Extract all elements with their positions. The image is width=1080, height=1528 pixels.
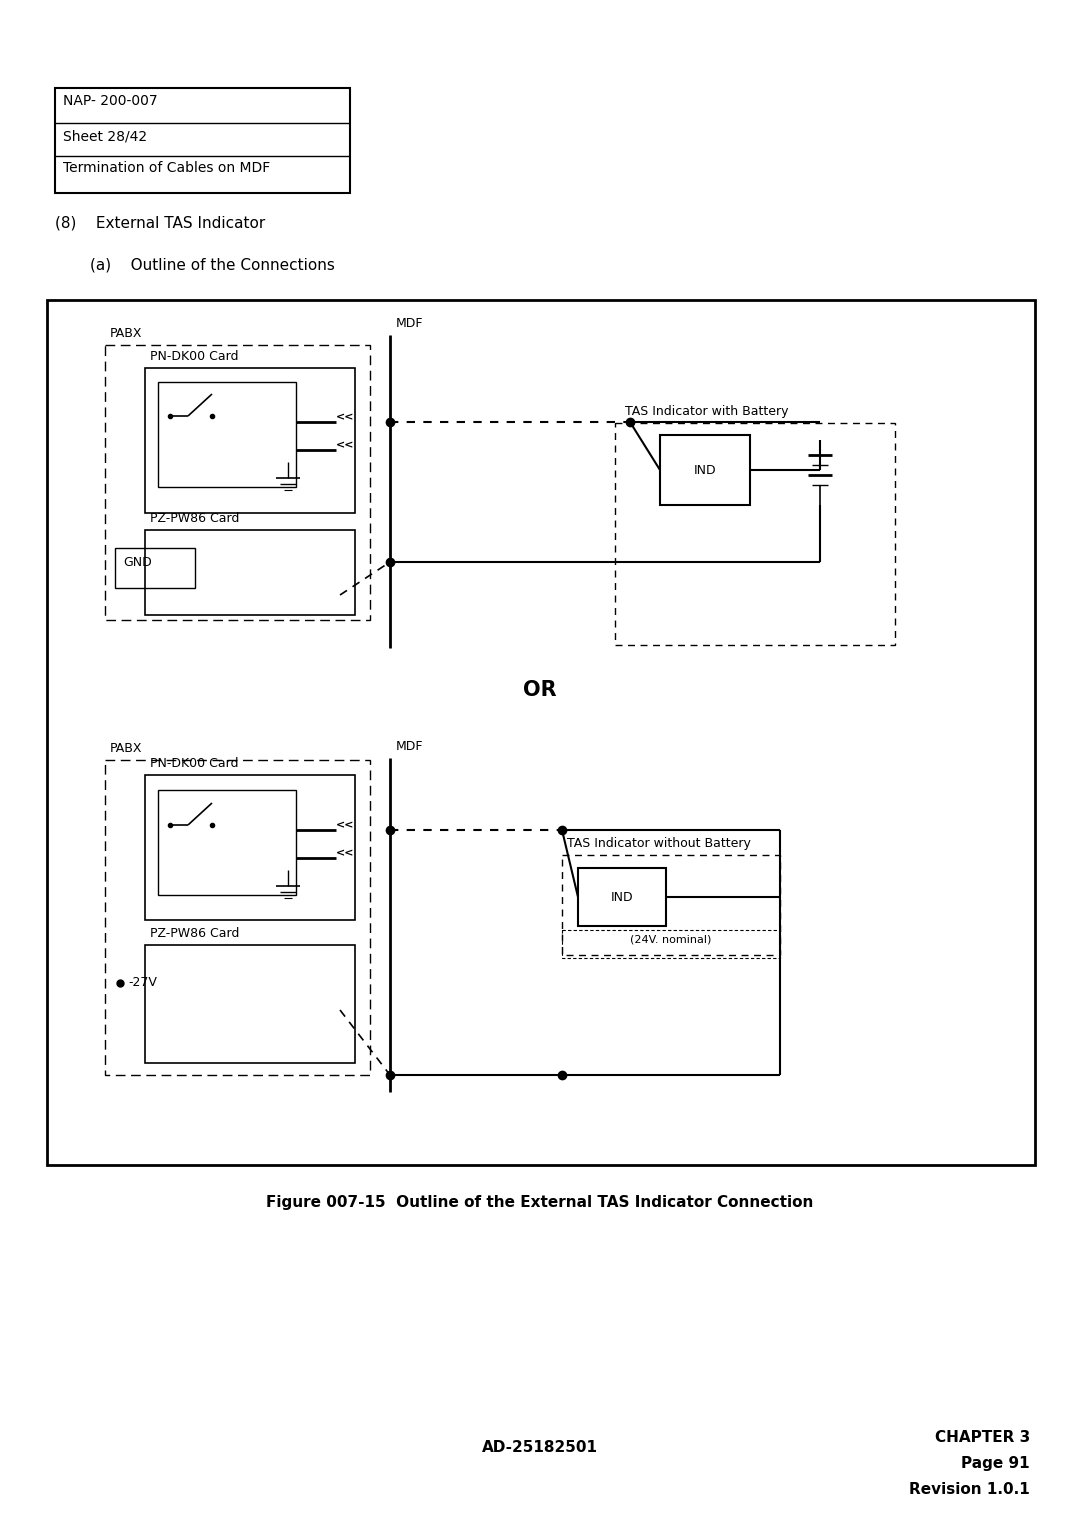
Text: PABX: PABX (110, 327, 143, 341)
Text: <<: << (336, 413, 354, 422)
Text: Sheet 28/42: Sheet 28/42 (63, 128, 147, 144)
Text: AD-25182501: AD-25182501 (482, 1439, 598, 1455)
Bar (114, 549, 195, 588)
Bar (105, 345, 370, 620)
Text: OR: OR (523, 680, 557, 700)
Text: Termination of Cables on MDF: Termination of Cables on MDF (63, 160, 270, 176)
Text: PZ-PW86 Card: PZ-PW86 Card (150, 512, 240, 526)
Text: MDF: MDF (396, 740, 423, 753)
Bar (48, 299, 1035, 1164)
Text: CHAPTER 3: CHAPTER 3 (935, 1430, 1030, 1445)
Bar (145, 944, 355, 1063)
Text: GND: GND (123, 556, 152, 568)
Text: TAS Indicator with Battery: TAS Indicator with Battery (625, 405, 788, 419)
Text: NAP- 200-007: NAP- 200-007 (63, 95, 158, 108)
Text: IND: IND (693, 465, 716, 477)
Bar (105, 759, 370, 1076)
Bar (158, 382, 296, 487)
Bar (145, 368, 355, 513)
Bar (562, 856, 780, 955)
Text: TAS Indicator without Battery: TAS Indicator without Battery (567, 837, 751, 850)
Text: PABX: PABX (110, 743, 143, 755)
Text: MDF: MDF (396, 316, 423, 330)
Bar (158, 790, 296, 895)
Text: Page 91: Page 91 (961, 1456, 1030, 1471)
Text: <<: << (336, 440, 354, 451)
Text: IND: IND (610, 891, 633, 905)
Bar (562, 931, 780, 958)
Text: PN-DK00 Card: PN-DK00 Card (150, 756, 239, 770)
Text: PZ-PW86 Card: PZ-PW86 Card (150, 927, 240, 940)
Text: (a)    Outline of the Connections: (a) Outline of the Connections (90, 258, 335, 274)
Text: (24V. nominal): (24V. nominal) (631, 935, 712, 944)
Bar (615, 423, 895, 645)
Text: Figure 007-15  Outline of the External TAS Indicator Connection: Figure 007-15 Outline of the External TA… (267, 1195, 813, 1210)
Bar (55, 89, 350, 193)
Bar (145, 775, 355, 920)
Text: (8)    External TAS Indicator: (8) External TAS Indicator (55, 215, 266, 231)
Text: -27V: -27V (129, 976, 157, 989)
Bar (145, 530, 355, 614)
Text: PN-DK00 Card: PN-DK00 Card (150, 350, 239, 364)
Bar (578, 868, 666, 926)
Text: <<: << (336, 821, 354, 830)
Text: Revision 1.0.1: Revision 1.0.1 (909, 1482, 1030, 1497)
Text: <<: << (336, 848, 354, 859)
Bar (660, 435, 750, 504)
